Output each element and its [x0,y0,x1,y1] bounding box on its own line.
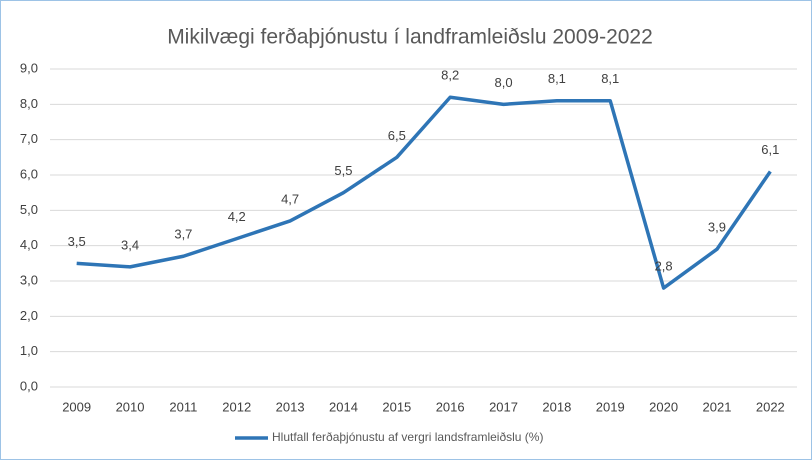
data-label: 8,1 [548,71,566,86]
series-line [76,95,772,290]
x-tick-label: 2020 [649,399,678,414]
y-tick-label: 2,0 [20,308,38,323]
data-label: 8,1 [601,71,619,86]
data-label: 3,4 [121,237,139,252]
y-tick-label: 4,0 [20,237,38,252]
x-tick-label: 2018 [542,399,571,414]
x-tick-label: 2009 [62,399,91,414]
data-label: 6,5 [388,128,406,143]
y-tick-label: 9,0 [20,60,38,75]
data-label: 4,2 [228,209,246,224]
y-tick-label: 1,0 [20,343,38,358]
data-label: 8,0 [494,75,512,90]
data-label: 2,8 [655,259,673,274]
x-tick-label: 2019 [596,399,625,414]
x-tick-label: 2011 [169,399,197,414]
x-tick-label: 2022 [756,399,785,414]
x-tick-label: 2013 [276,399,305,414]
x-tick-label: 2021 [703,399,732,414]
data-label: 4,7 [281,191,299,206]
y-tick-label: 3,0 [20,272,38,287]
y-tick-label: 6,0 [20,166,38,181]
data-label: 3,9 [708,220,726,235]
y-tick-label: 0,0 [20,378,38,393]
x-tick-label: 2017 [489,399,518,414]
data-label: 3,7 [174,227,192,242]
y-tick-label: 5,0 [20,202,38,217]
legend-label: Hlutfall ferðaþjónustu af vergri landsfr… [272,430,543,444]
data-label: 8,2 [441,68,459,83]
data-label: 5,5 [334,163,352,178]
x-tick-label: 2010 [116,399,145,414]
data-label: 3,5 [68,234,86,249]
x-tick-label: 2014 [329,399,358,414]
chart-title: Mikilvægi ferðaþjónustu í landframleiðsl… [167,26,653,49]
data-label: 6,1 [761,142,779,157]
y-tick-label: 8,0 [20,96,38,111]
y-tick-label: 7,0 [20,131,38,146]
x-tick-label: 2016 [436,399,465,414]
x-tick-label: 2015 [382,399,411,414]
x-tick-label: 2012 [222,399,251,414]
